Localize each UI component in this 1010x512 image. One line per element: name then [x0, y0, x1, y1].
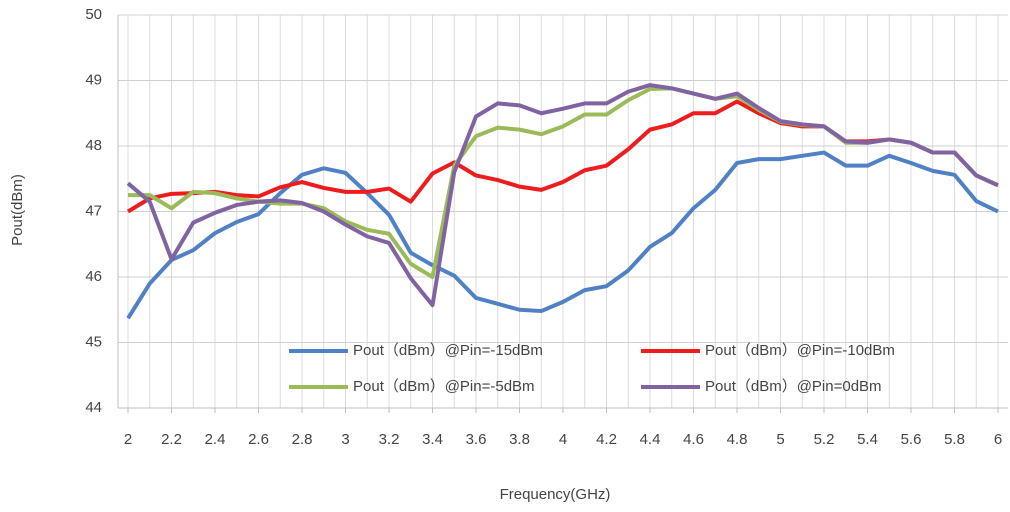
x-tick-label: 4.8 [727, 431, 748, 448]
x-tick-label: 5.4 [857, 431, 878, 448]
x-tick-label: 2 [124, 431, 132, 448]
x-axis-label: Frequency(GHz) [500, 486, 611, 503]
x-tick-label: 3 [341, 431, 349, 448]
x-tick-label: 5 [776, 431, 784, 448]
x-tick-label: 4 [559, 431, 567, 448]
legend-label: Pout（dBm）@Pin=-5dBm [353, 378, 535, 395]
y-tick-label: 44 [85, 399, 102, 416]
x-tick-label: 5.8 [944, 431, 965, 448]
x-tick-label: 3.8 [509, 431, 530, 448]
y-tick-label: 49 [85, 71, 102, 88]
legend-label: Pout（dBm）@Pin=0dBm [705, 378, 882, 395]
x-tick-label: 3.6 [466, 431, 487, 448]
y-tick-label: 45 [85, 333, 102, 350]
legend-label: Pout（dBm）@Pin=-15dBm [353, 342, 543, 359]
x-tick-label: 6 [994, 431, 1002, 448]
x-tick-label: 4.4 [640, 431, 661, 448]
legend-label: Pout（dBm）@Pin=-10dBm [705, 342, 895, 359]
y-axis-label: Pout(dBm) [9, 174, 26, 246]
y-tick-label: 50 [85, 6, 102, 23]
x-tick-label: 2.2 [161, 431, 182, 448]
x-tick-label: 3.4 [422, 431, 443, 448]
series-line [126, 83, 999, 308]
x-tick-label: 5.6 [901, 431, 922, 448]
x-tick-label: 4.6 [683, 431, 704, 448]
x-tick-label: 2.8 [292, 431, 313, 448]
x-tick-label: 2.6 [248, 431, 269, 448]
x-tick-label: 4.2 [596, 431, 617, 448]
y-tick-label: 47 [85, 202, 102, 219]
x-tick-label: 2.4 [205, 431, 226, 448]
y-tick-label: 48 [85, 137, 102, 154]
y-tick-label: 46 [85, 268, 102, 285]
x-tick-label: 5.2 [814, 431, 835, 448]
x-tick-label: 3.2 [379, 431, 400, 448]
